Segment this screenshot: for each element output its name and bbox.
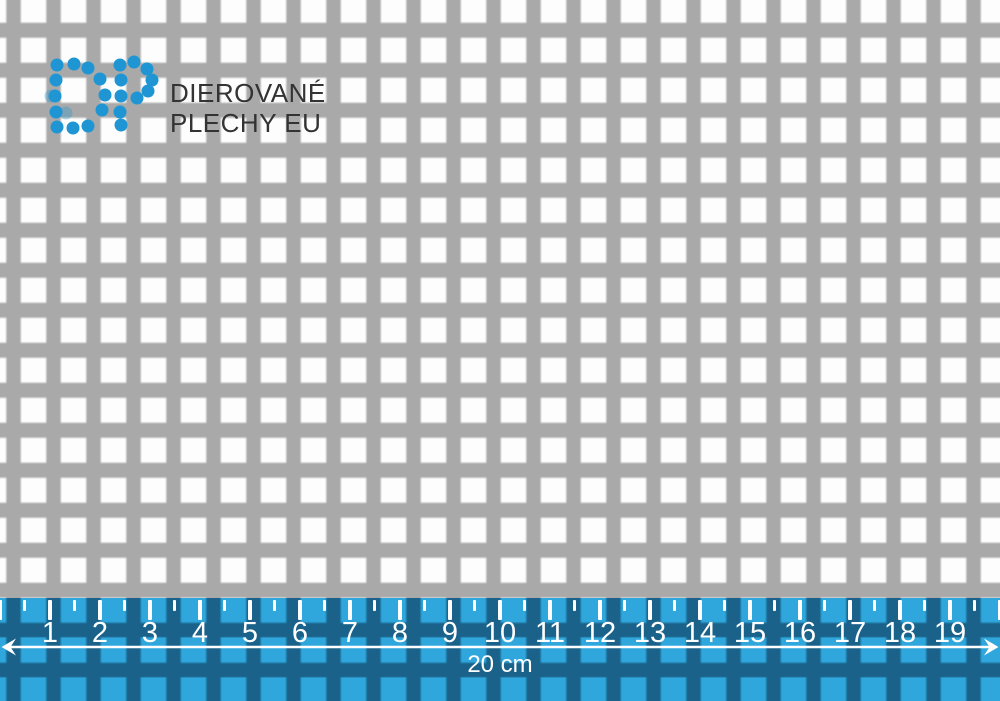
ruler-minor-tick xyxy=(473,600,476,611)
logo-dot xyxy=(81,119,95,133)
ruler-number: 17 xyxy=(833,617,867,649)
ruler-number: 18 xyxy=(883,617,917,649)
logo-dot xyxy=(66,121,80,135)
logo-dot xyxy=(81,61,95,75)
ruler-major-tick xyxy=(398,600,402,620)
ruler-number: 5 xyxy=(241,617,259,649)
ruler-major-tick xyxy=(298,600,302,620)
measurement-ruler: 1 2 3 4 5 6 7 8 9 10 11 12 13 14 15 16 17 18 19 20 cm xyxy=(0,598,1000,701)
ruler-minor-tick xyxy=(773,600,776,611)
ruler-major-tick xyxy=(598,600,602,620)
ruler-major-tick xyxy=(748,600,752,620)
ruler-major-tick xyxy=(448,600,452,620)
logo-mark-dp-dots xyxy=(0,0,170,145)
ruler-number: 16 xyxy=(783,617,817,649)
ruler-minor-tick xyxy=(73,600,76,611)
logo-dot xyxy=(50,120,64,134)
ruler-minor-tick xyxy=(623,600,626,611)
logo-dot xyxy=(50,58,64,72)
ruler-major-tick xyxy=(898,600,902,620)
logo-dot xyxy=(49,105,63,119)
ruler-major-tick xyxy=(198,600,202,620)
ruler-major-tick xyxy=(948,600,952,620)
ruler-major-tick xyxy=(0,600,2,620)
ruler-major-tick xyxy=(48,600,52,620)
ruler-number: 11 xyxy=(534,617,566,649)
ruler-minor-tick xyxy=(173,600,176,611)
logo-dot xyxy=(114,73,128,87)
ruler-number: 12 xyxy=(583,617,617,649)
ruler-length-arrow xyxy=(1,638,999,656)
ruler-major-tick xyxy=(848,600,852,620)
ruler-major-tick xyxy=(148,600,152,620)
ruler-number: 1 xyxy=(41,617,59,649)
ruler-minor-tick xyxy=(223,600,226,611)
logo-dot xyxy=(140,62,154,76)
brand-name-line1: DIEROVANÉ xyxy=(170,78,326,108)
ruler-major-tick xyxy=(98,600,102,620)
logo-dot xyxy=(113,105,127,119)
ruler-major-tick xyxy=(248,600,252,620)
logo-dot xyxy=(98,88,112,102)
ruler-length-label: 20 cm xyxy=(467,651,533,678)
ruler-number: 13 xyxy=(633,617,667,649)
logo-dot xyxy=(95,103,109,117)
ruler-major-tick xyxy=(648,600,652,620)
brand-name: DIEROVANÉ PLECHY EU xyxy=(170,78,326,138)
ruler-minor-tick xyxy=(923,600,926,611)
ruler-minor-tick xyxy=(273,600,276,611)
ruler-number: 4 xyxy=(191,617,209,649)
arrowhead-left-icon xyxy=(1,638,16,656)
ruler-number: 19 xyxy=(933,617,967,649)
ruler-number: 15 xyxy=(733,617,767,649)
ruler-minor-tick xyxy=(673,600,676,611)
logo-dot xyxy=(114,89,128,103)
ruler-minor-tick xyxy=(823,600,826,611)
ruler-major-tick xyxy=(998,600,1000,620)
ruler-minor-tick xyxy=(373,600,376,611)
logo-dot xyxy=(67,57,81,71)
logo-dot xyxy=(48,89,62,103)
logo-dot xyxy=(113,58,127,72)
ruler-major-tick xyxy=(798,600,802,620)
logo-dot xyxy=(114,118,128,132)
logo-dot xyxy=(145,73,159,87)
ruler-minor-tick xyxy=(23,600,26,611)
brand-name-line2: PLECHY EU xyxy=(170,108,322,138)
arrowhead-right-icon xyxy=(984,638,999,656)
ruler-major-tick xyxy=(698,600,702,620)
ruler-minor-tick xyxy=(573,600,576,611)
ruler-major-tick xyxy=(548,600,552,620)
ruler-major-tick xyxy=(498,600,502,620)
logo-dot xyxy=(141,84,155,98)
ruler-minor-tick xyxy=(973,600,976,611)
logo-dot xyxy=(127,55,141,69)
ruler-number: 10 xyxy=(483,617,517,649)
brand-logo: DIEROVANÉ PLECHY EU xyxy=(0,0,420,160)
logo-dot xyxy=(59,106,73,120)
ruler-number: 14 xyxy=(683,617,717,649)
ruler-number: 9 xyxy=(441,617,459,649)
ruler-minor-tick xyxy=(323,600,326,611)
ruler-minor-tick xyxy=(723,600,726,611)
logo-dot xyxy=(93,72,107,86)
ruler-number: 3 xyxy=(141,617,159,649)
ruler-number: 6 xyxy=(291,617,309,649)
ruler-number: 2 xyxy=(91,617,109,649)
ruler-major-tick xyxy=(348,600,352,620)
ruler-minor-tick xyxy=(873,600,876,611)
logo-dot xyxy=(130,91,144,105)
ruler-minor-tick xyxy=(523,600,526,611)
ruler-minor-tick xyxy=(423,600,426,611)
ruler-number: 7 xyxy=(341,617,359,649)
ruler-minor-tick xyxy=(123,600,126,611)
ruler-number: 8 xyxy=(391,617,409,649)
logo-dot xyxy=(49,73,63,87)
